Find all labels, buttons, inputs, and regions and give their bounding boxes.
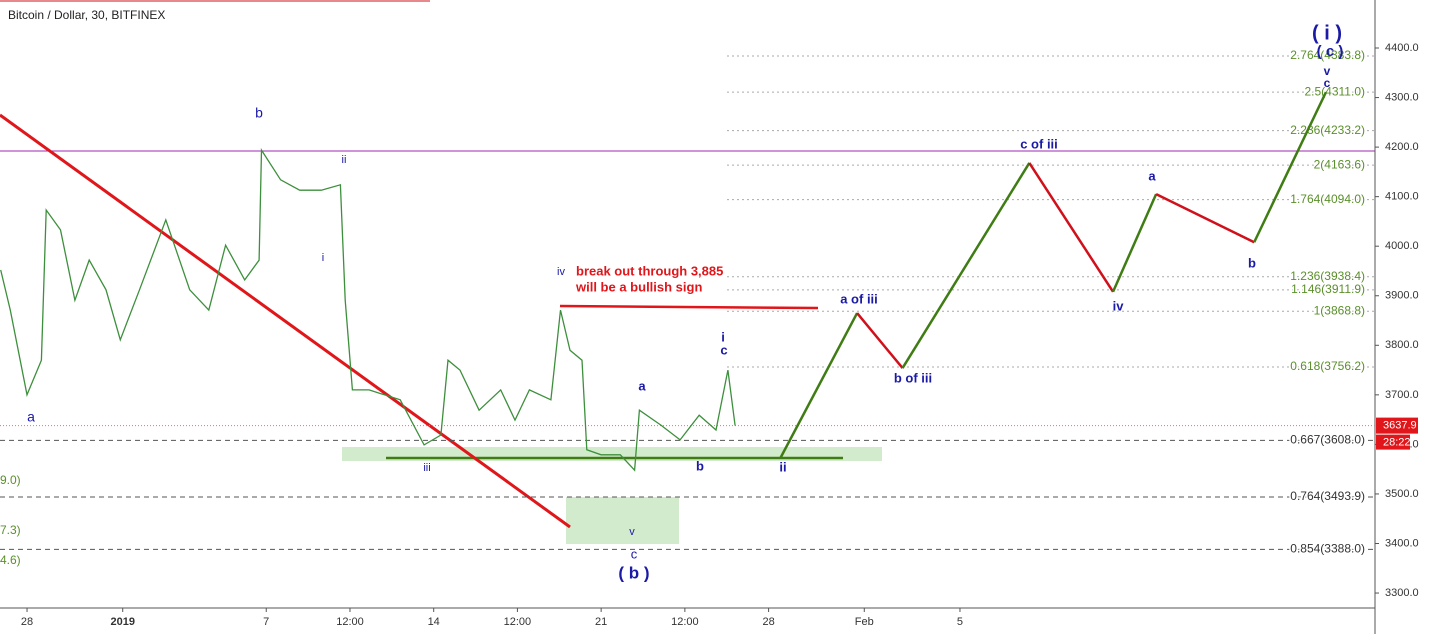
price-tag: [1376, 417, 1418, 434]
x-tick-label: 5: [957, 616, 963, 628]
x-tick-label: 12:00: [671, 616, 699, 628]
fib-label: 0.854(3388.0): [1290, 542, 1365, 556]
x-tick-label: 28: [762, 616, 774, 628]
wave-label: ( c ): [1317, 43, 1344, 60]
annotation: break out through 3,885: [576, 263, 723, 278]
x-tick-label: 12:00: [504, 616, 532, 628]
y-tick-label: 4200.0: [1385, 141, 1419, 153]
wave-label: a of iii: [840, 291, 878, 306]
y-tick-label: 4100.0: [1385, 191, 1419, 203]
trend-line: [0, 113, 571, 529]
target-zone: [566, 497, 679, 544]
projection-segment: [901, 162, 1031, 369]
wave-label: i: [721, 329, 725, 344]
wave-label: ii: [342, 154, 347, 166]
fib-label: 2.764(4383.8): [1290, 48, 1365, 62]
wave-label: c of iii: [1020, 136, 1058, 151]
wave-label: ii: [779, 459, 786, 474]
wave-label: a: [1148, 168, 1156, 183]
projection-segment: [1111, 193, 1158, 293]
y-tick-label: 3300.0: [1385, 587, 1419, 599]
wave-label: c: [1324, 76, 1331, 90]
projection-segment: [856, 312, 904, 369]
wave-label: iv: [1113, 298, 1125, 313]
price-tag-label: 3637.9: [1383, 420, 1417, 432]
fib-label: 0.764(3493.9): [1290, 489, 1365, 503]
fib-fragment: 7.3): [0, 523, 21, 537]
fib-label: 0.667(3608.0): [1290, 433, 1365, 447]
chart-title: Bitcoin / Dollar, 30, BITFINEX: [8, 8, 165, 22]
projection-segment: [1253, 91, 1328, 243]
x-tick-label: Feb: [855, 616, 874, 628]
fib-label: 0.618(3756.2): [1290, 359, 1365, 373]
projection-segment: [1155, 193, 1255, 244]
wave-label: b: [1248, 255, 1256, 270]
fib-fragment: 4.6): [0, 553, 21, 567]
resistance-line: [559, 304, 819, 310]
wave-label: c: [631, 546, 638, 561]
x-tick-label: 2019: [110, 616, 134, 628]
fib-label: 1.236(3938.4): [1290, 269, 1365, 283]
wave-label: ( b ): [618, 563, 649, 582]
wave-label: i: [322, 252, 324, 264]
y-tick-label: 4300.0: [1385, 91, 1419, 103]
wave-label: c: [720, 342, 727, 357]
wave-label: iv: [557, 266, 565, 278]
wave-label: ( i ): [1312, 22, 1342, 44]
fib-label: 1(3868.8): [1314, 303, 1365, 317]
wave-label: a: [27, 409, 35, 425]
y-tick-label: 3700.0: [1385, 389, 1419, 401]
wave-label: v: [629, 526, 635, 538]
y-tick-label: 4400.0: [1385, 42, 1419, 54]
wave-label: b: [255, 105, 263, 121]
y-tick-label: 3400.0: [1385, 537, 1419, 549]
y-tick-label: 3800.0: [1385, 339, 1419, 351]
fib-label: 2.5(4311.0): [1305, 84, 1366, 98]
y-tick-label: 3500.0: [1385, 488, 1419, 500]
y-tick-label: 4000.0: [1385, 240, 1419, 252]
x-tick-label: 21: [595, 616, 607, 628]
x-tick-label: 28: [21, 616, 33, 628]
x-tick-label: 7: [263, 616, 269, 628]
countdown-tag: [1376, 434, 1410, 450]
x-tick-label: 12:00: [336, 616, 364, 628]
wave-label: b: [696, 458, 704, 473]
annotation: will be a bullish sign: [575, 279, 702, 294]
fib-fragment: 9.0): [0, 473, 21, 487]
x-tick-label: 14: [428, 616, 440, 628]
fib-label: 1.764(4094.0): [1290, 192, 1365, 206]
wave-label: a: [638, 378, 646, 393]
countdown-label: 28:22: [1383, 437, 1411, 449]
wave-label: b of iii: [894, 370, 932, 385]
wave-label: iii: [423, 462, 430, 474]
fib-label: 2(4163.6): [1314, 157, 1365, 171]
fib-label: 2.236(4233.2): [1290, 123, 1365, 137]
price-line: [0, 147, 736, 472]
fib-label: 1.146(3911.9): [1291, 282, 1365, 296]
projection-segment: [779, 312, 859, 459]
y-tick-label: 3900.0: [1385, 290, 1419, 302]
projection-segment: [1028, 162, 1115, 293]
wave-label: v: [1324, 64, 1331, 78]
